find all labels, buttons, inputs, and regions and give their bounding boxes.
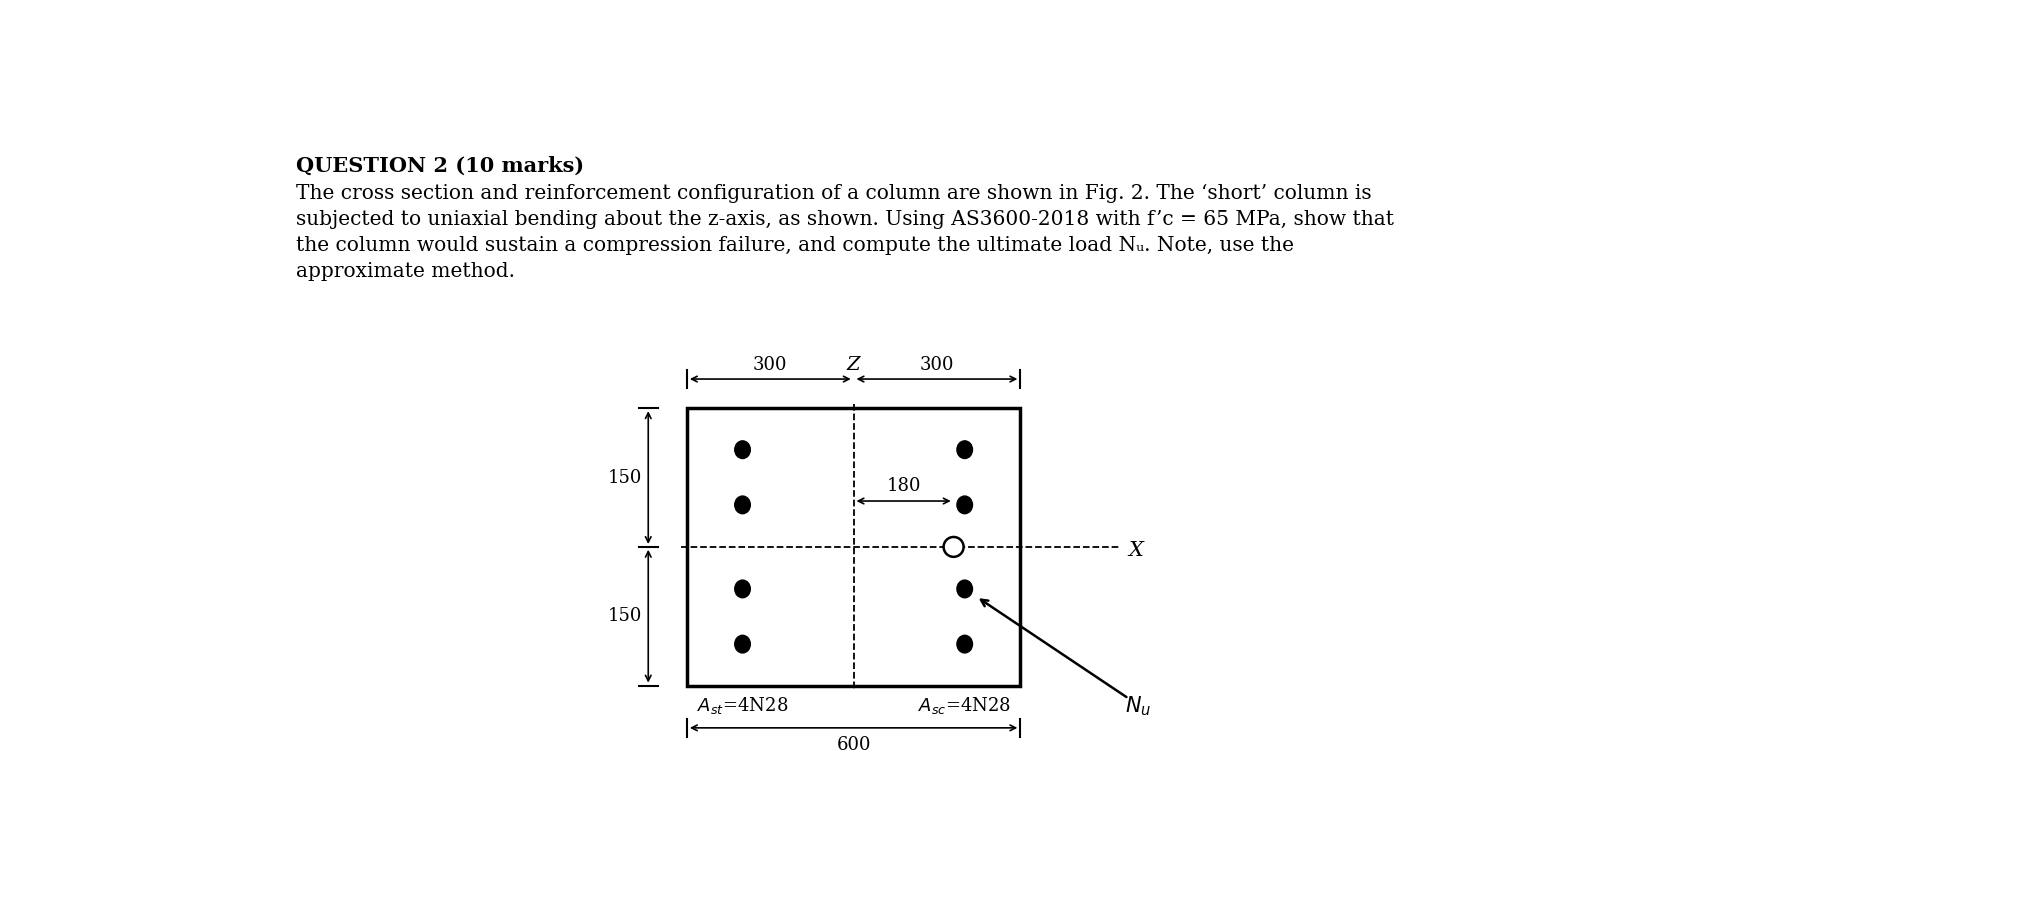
Bar — [686, 409, 1020, 686]
Text: 150: 150 — [607, 469, 641, 487]
Text: 300: 300 — [753, 356, 787, 373]
Text: QUESTION 2 (10 marks): QUESTION 2 (10 marks) — [295, 156, 583, 176]
Text: 180: 180 — [886, 477, 920, 495]
Text: $N_u$: $N_u$ — [1125, 695, 1151, 718]
Ellipse shape — [734, 441, 751, 458]
Circle shape — [943, 537, 963, 557]
Text: Z: Z — [846, 356, 860, 373]
Text: 600: 600 — [835, 735, 870, 753]
Text: $A_{sc}$=4N28: $A_{sc}$=4N28 — [918, 695, 1012, 716]
Ellipse shape — [957, 441, 971, 458]
Text: $A_{st}$=4N28: $A_{st}$=4N28 — [696, 695, 787, 716]
Text: the column would sustain a compression failure, and compute the ultimate load Nᵤ: the column would sustain a compression f… — [295, 236, 1293, 255]
Text: approximate method.: approximate method. — [295, 262, 514, 281]
Text: X: X — [1129, 541, 1143, 560]
Ellipse shape — [734, 635, 751, 652]
Text: subjected to uniaxial bending about the z-axis, as shown. Using AS3600-2018 with: subjected to uniaxial bending about the … — [295, 210, 1394, 229]
Text: 300: 300 — [918, 356, 953, 373]
Ellipse shape — [957, 635, 971, 652]
Ellipse shape — [734, 580, 751, 598]
Ellipse shape — [734, 496, 751, 514]
Text: The cross section and reinforcement configuration of a column are shown in Fig. : The cross section and reinforcement conf… — [295, 184, 1370, 202]
Ellipse shape — [957, 580, 971, 598]
Text: 150: 150 — [607, 608, 641, 625]
Ellipse shape — [957, 496, 971, 514]
